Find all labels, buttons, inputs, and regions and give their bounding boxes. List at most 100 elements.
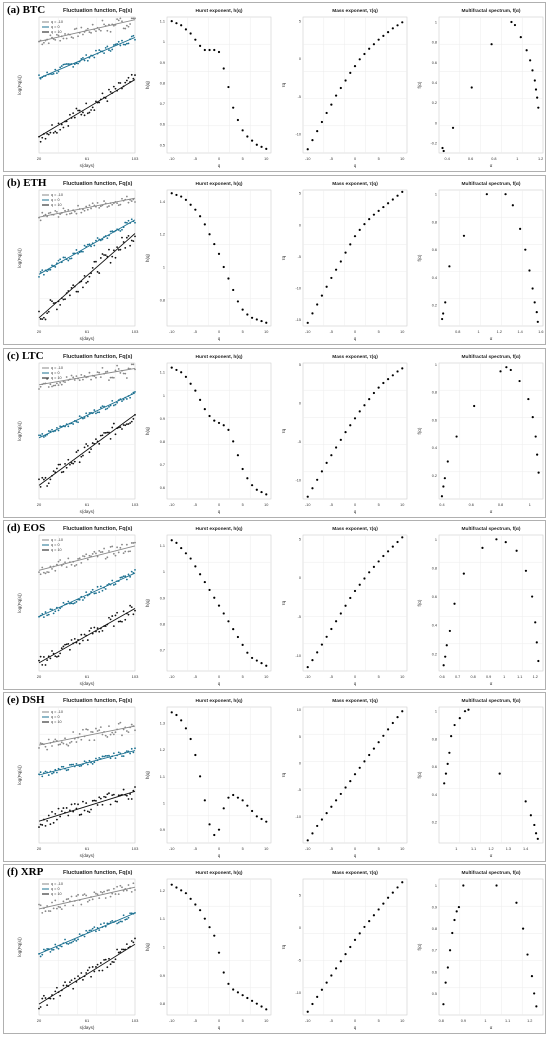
data-point [250,809,254,813]
data-point [62,765,65,768]
data-point [78,60,81,63]
data-point [70,740,73,743]
y-tick-label: 0.7 [432,949,437,953]
data-point [104,557,107,560]
y-tick-label: 0.8 [432,391,437,395]
y-tick-label: 1.2 [160,748,165,752]
data-point [396,370,399,373]
data-point [55,262,58,265]
data-point [91,106,94,109]
data-point [112,404,115,407]
data-point [86,375,89,378]
data-point [358,766,361,769]
fluctuation-title: Fluctuation function, Fq(s) [63,526,133,532]
data-point [39,140,42,143]
data-point [189,897,192,900]
data-point [121,793,123,796]
data-point [90,31,92,34]
data-point [38,747,40,749]
x-tick-label: 1.4 [523,847,528,851]
data-point [60,765,63,768]
data-point [42,743,45,746]
data-point [59,213,62,215]
spectrum-plot: Multifractal spectrum, f(α)αf(α)0.20.40.… [417,181,544,341]
x-tick-label: 10 [400,675,404,679]
data-point [65,743,68,746]
data-point [132,882,135,885]
y-tick-label: 5 [299,192,301,196]
y-tick-label: -10 [296,133,302,137]
data-point [104,625,107,628]
x-tick-label: 5 [242,1019,244,1023]
data-point [396,886,399,889]
data-point [106,100,109,103]
x-tick-label: 0 [218,1019,220,1023]
data-point [75,62,78,65]
y-tick-label: 5 [299,537,301,541]
data-point [119,230,122,232]
data-point [38,74,40,77]
data-point [95,49,97,52]
data-point [55,426,58,429]
x-tick-label: 10 [400,503,404,507]
data-point [60,261,63,264]
data-point [52,72,55,75]
data-point [59,906,62,909]
data-point [325,635,328,638]
data-point [241,467,244,471]
data-point [98,796,101,799]
data-point [62,37,65,40]
x-tick-label: 103 [132,846,139,851]
data-point [119,82,122,84]
data-point [117,249,120,251]
panel-label: (e) DSH [7,694,45,706]
data-point [91,54,94,57]
data-point [93,442,96,445]
data-point [86,208,89,211]
data-point [83,244,86,247]
data-point [55,210,58,213]
data-point [121,236,123,239]
data-point [112,625,115,628]
data-point [499,370,502,373]
data-point [119,546,122,549]
data-point [42,382,45,385]
x-tick-label: -5 [194,675,197,679]
data-point [52,652,55,655]
data-point [64,425,66,428]
data-point [236,300,240,303]
y-tick-label: 10 [297,708,301,712]
data-point [232,793,235,797]
data-point [42,478,45,481]
data-point [108,23,110,26]
data-point [112,552,115,555]
data-point [203,917,206,920]
hurst-plot: Hurst exponent, h(q)qh(q)0.70.80.911.1-1… [145,526,272,686]
x-tick-label: 10 [264,503,268,507]
data-point [39,318,42,320]
y-tick-label: 1 [435,21,437,25]
data-point [99,797,102,800]
data-point [127,946,130,949]
data-point [363,760,366,763]
data-point [358,932,361,935]
data-point [95,966,97,968]
data-point [88,554,91,557]
data-point [130,73,133,76]
data-point [85,591,88,594]
data-point [60,810,63,813]
y-tick-label: 1.1 [160,544,165,548]
data-point [524,569,528,572]
data-point [462,884,465,887]
data-point [130,606,133,609]
data-point [349,596,352,600]
data-point [67,898,70,900]
data-point [62,807,65,809]
data-point [535,311,538,314]
data-point [88,759,91,762]
data-point [83,375,86,377]
data-point [363,52,366,56]
legend-label: q = -10 [51,20,63,24]
data-point [108,616,110,619]
data-point [114,43,117,46]
